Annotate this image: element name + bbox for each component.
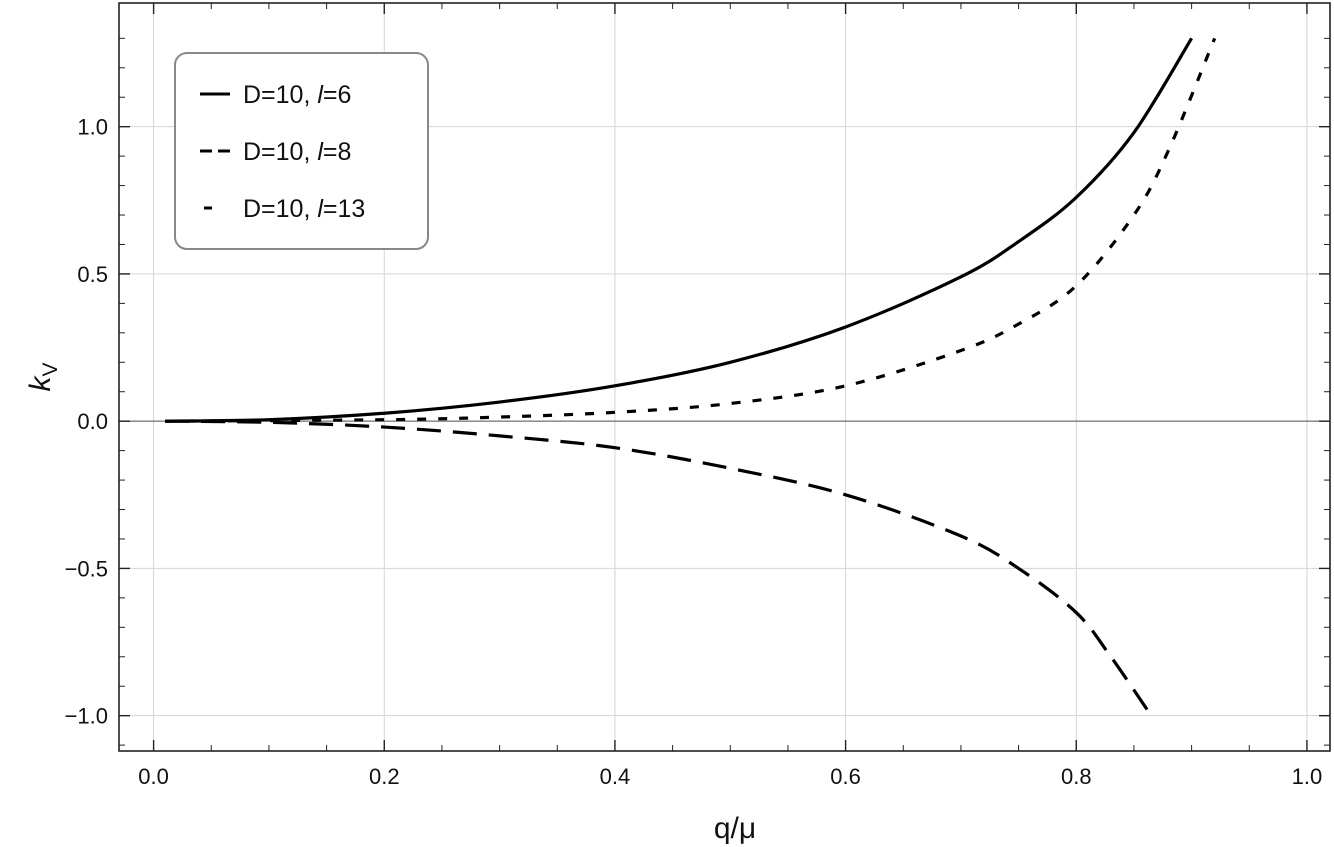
x-tick-label: 0.4: [600, 764, 631, 789]
y-tick-label: −0.5: [65, 556, 108, 581]
series-line-2: [165, 419, 1153, 717]
y-axis-title: kV: [24, 362, 62, 391]
legend-entry-3: D=10, l=13: [204, 195, 365, 223]
y-tick-label: 0.5: [77, 262, 108, 287]
legend: D=10, l=6 D=10, l=8 D=10, l=13: [174, 52, 429, 250]
series-line-1: [165, 37, 1193, 423]
x-tick-label: 0.0: [138, 764, 169, 789]
y-axis-title-subscript: V: [39, 362, 62, 376]
y-tick-label: 0.0: [77, 409, 108, 434]
legend-entry-1: D=10, l=6: [200, 81, 351, 109]
x-tick-label: 0.2: [369, 764, 400, 789]
legend-label-1: D=10, l=6: [243, 81, 351, 109]
x-tick-label: 1.0: [1292, 764, 1323, 789]
x-axis-title: q/μ: [714, 812, 756, 845]
y-tick-label: −1.0: [65, 704, 108, 729]
legend-entry-2: D=10, l=8: [200, 138, 351, 166]
legend-box: [174, 52, 429, 250]
x-tick-label: 0.8: [1061, 764, 1092, 789]
axis-ticks: [119, 3, 1330, 751]
x-tick-labels: 0.0 0.2 0.4 0.6 0.8 1.0: [138, 764, 1322, 789]
legend-label-3: D=10, l=13: [243, 195, 365, 223]
x-tick-label: 0.6: [830, 764, 861, 789]
series-lines: [165, 37, 1217, 717]
legend-label-2: D=10, l=8: [243, 138, 351, 166]
plot-frame: [118, 2, 1331, 752]
y-tick-label: 1.0: [77, 115, 108, 140]
series-line-3: [165, 37, 1217, 423]
y-tick-labels: −1.0 −0.5 0.0 0.5 1.0: [65, 115, 108, 729]
y-axis-title-main: k: [24, 375, 57, 392]
